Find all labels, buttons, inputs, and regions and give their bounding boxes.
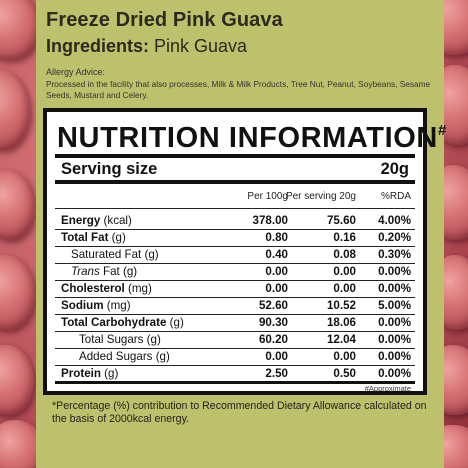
product-title: Freeze Dried Pink Guava [46,9,283,31]
column-header-per-100g: Per 100g [247,191,288,202]
allergy-text: Processed in the facility that also proc… [46,79,431,100]
nutrient-name: Sodium (mg) [61,299,131,312]
divider [55,246,415,247]
value-per-100g: 52.60 [258,299,288,312]
nutrient-name: Cholesterol (mg) [61,282,152,295]
value-rda: 0.00% [378,265,411,278]
nutrient-row-cholesterol: Cholesterol (mg) 0.00 0.00 0.00% [47,280,423,297]
nutrient-name: Trans Fat (g) [71,265,138,278]
ingredients-value: Pink Guava [149,36,248,56]
value-per-100g: 0.40 [265,248,288,261]
nutrient-row-saturated-fat: Saturated Fat (g) 0.40 0.08 0.30% [47,246,423,263]
divider [55,229,415,230]
nutrient-row-total-sugars: Total Sugars (g) 60.20 12.04 0.00% [47,331,423,348]
nutrient-row-protein: Protein (g) 2.50 0.50 0.00% [47,365,423,382]
divider [55,263,415,264]
nutrition-heading: NUTRITION INFORMATION# [57,122,447,155]
ingredients-label: Ingredients: [46,36,150,56]
nutrient-row-total-carbohydrate: Total Carbohydrate (g) 90.30 18.06 0.00% [47,314,423,331]
value-rda: 0.00% [378,333,411,346]
value-rda: 0.20% [378,231,411,244]
nutrient-row-energy: Energy (kcal) 378.00 75.60 4.00% [47,212,423,229]
divider [55,180,415,184]
value-per-serving: 12.04 [326,333,356,346]
column-header-per-serving: Per serving 20g [285,191,356,202]
nutrient-row-trans-fat: Trans Fat (g) 0.00 0.00 0.00% [47,263,423,280]
nutrient-name: Added Sugars (g) [79,350,170,363]
nutrient-name: Saturated Fat (g) [71,248,159,261]
nutrient-name: Total Sugars (g) [79,333,161,346]
divider [55,208,415,209]
allergy-heading: Allergy Advice: [46,67,106,77]
value-per-serving: 0.00 [333,350,356,363]
nutrient-row-total-fat: Total Fat (g) 0.80 0.16 0.20% [47,229,423,246]
divider [55,331,415,332]
nutrient-name: Total Fat (g) [61,231,126,244]
divider [55,314,415,315]
nutrient-name: Energy (kcal) [61,214,132,227]
value-rda: 0.00% [378,350,411,363]
column-header-rda: %RDA [380,191,411,202]
nutrition-heading-text: NUTRITION INFORMATION [57,122,438,154]
rda-footnote: *Percentage (%) contribution to Recommen… [52,400,427,425]
value-rda: 4.00% [378,214,411,227]
value-per-serving: 18.06 [326,316,356,329]
value-rda: 5.00% [378,299,411,312]
value-per-serving: 0.50 [333,367,356,380]
value-per-serving: 0.08 [333,248,356,261]
heading-mark: # [437,122,447,139]
value-per-100g: 2.50 [265,367,288,380]
divider [55,280,415,281]
nutrient-name: Total Carbohydrate (g) [61,316,184,329]
divider [55,381,415,384]
value-per-100g: 0.00 [265,282,288,295]
serving-size-value: 20g [380,160,409,178]
nutrient-row-sodium: Sodium (mg) 52.60 10.52 5.00% [47,297,423,314]
value-rda: 0.00% [378,282,411,295]
value-rda: 0.00% [378,367,411,380]
value-per-serving: 10.52 [326,299,356,312]
serving-size-label: Serving size [61,160,158,178]
value-per-100g: 90.30 [258,316,288,329]
value-per-serving: 0.00 [333,282,356,295]
value-rda: 0.30% [378,248,411,261]
value-per-serving: 75.60 [326,214,356,227]
nutrition-table: NUTRITION INFORMATION# Serving size 20g … [43,108,446,395]
value-per-100g: 0.00 [265,350,288,363]
nutrient-name: Protein (g) [61,367,119,380]
divider [55,154,415,158]
value-per-100g: 0.80 [265,231,288,244]
divider [55,348,415,349]
divider [55,297,415,298]
value-per-100g: 60.20 [258,333,288,346]
ingredients-line: Ingredients: Pink Guava [46,36,247,57]
approximate-note: #Approximate [364,384,411,393]
divider [55,365,415,366]
value-per-100g: 378.00 [252,214,288,227]
value-rda: 0.00% [378,316,411,329]
value-per-serving: 0.16 [333,231,356,244]
nutrient-row-added-sugars: Added Sugars (g) 0.00 0.00 0.00% [47,348,423,365]
value-per-100g: 0.00 [265,265,288,278]
value-per-serving: 0.00 [333,265,356,278]
